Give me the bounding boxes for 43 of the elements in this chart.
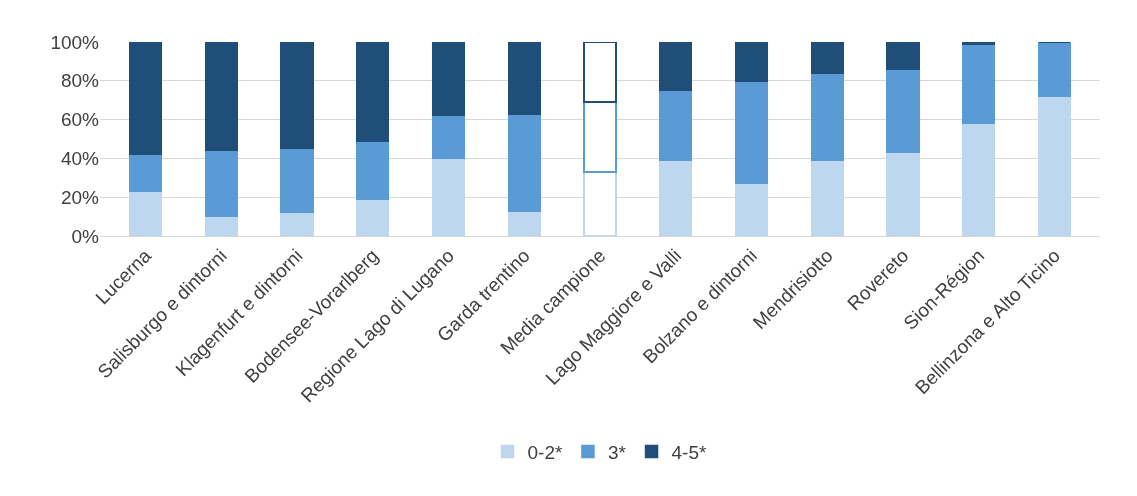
y-tick-label: 20% <box>60 186 100 208</box>
y-tick-label: 100% <box>50 31 100 53</box>
bar <box>356 198 390 236</box>
bar <box>1037 95 1072 236</box>
bar <box>356 140 390 200</box>
bar <box>128 42 163 156</box>
bar <box>1037 42 1072 98</box>
bar <box>507 42 541 115</box>
bar <box>204 42 238 152</box>
bar <box>280 211 314 236</box>
bar <box>886 151 920 236</box>
bar <box>659 159 693 236</box>
legend-label: 3* <box>607 441 627 463</box>
bar <box>128 190 163 236</box>
bar <box>886 42 920 70</box>
legend-label: 4-5* <box>671 441 707 463</box>
bar <box>507 210 541 236</box>
bar <box>204 149 238 218</box>
bar <box>810 42 844 74</box>
bar <box>886 68 920 154</box>
bar <box>734 182 769 236</box>
bar <box>507 113 541 212</box>
bar <box>962 43 996 125</box>
bar <box>204 215 238 236</box>
bar <box>659 89 693 162</box>
y-tick-label: 80% <box>60 70 100 92</box>
y-tick-label: 0% <box>71 225 100 247</box>
bar <box>810 72 844 162</box>
bar <box>128 153 163 193</box>
bar <box>280 147 314 214</box>
legend-label: 0-2* <box>527 441 563 463</box>
y-tick-label: 60% <box>60 109 100 131</box>
bar <box>659 42 693 92</box>
bar <box>356 42 390 142</box>
bar <box>734 80 769 185</box>
bar <box>734 42 769 82</box>
y-tick-label: 40% <box>60 148 100 170</box>
bar <box>280 42 314 150</box>
bar <box>431 42 466 117</box>
bar <box>962 122 996 236</box>
bar <box>431 157 466 236</box>
bar <box>431 114 466 160</box>
bar <box>810 159 844 236</box>
